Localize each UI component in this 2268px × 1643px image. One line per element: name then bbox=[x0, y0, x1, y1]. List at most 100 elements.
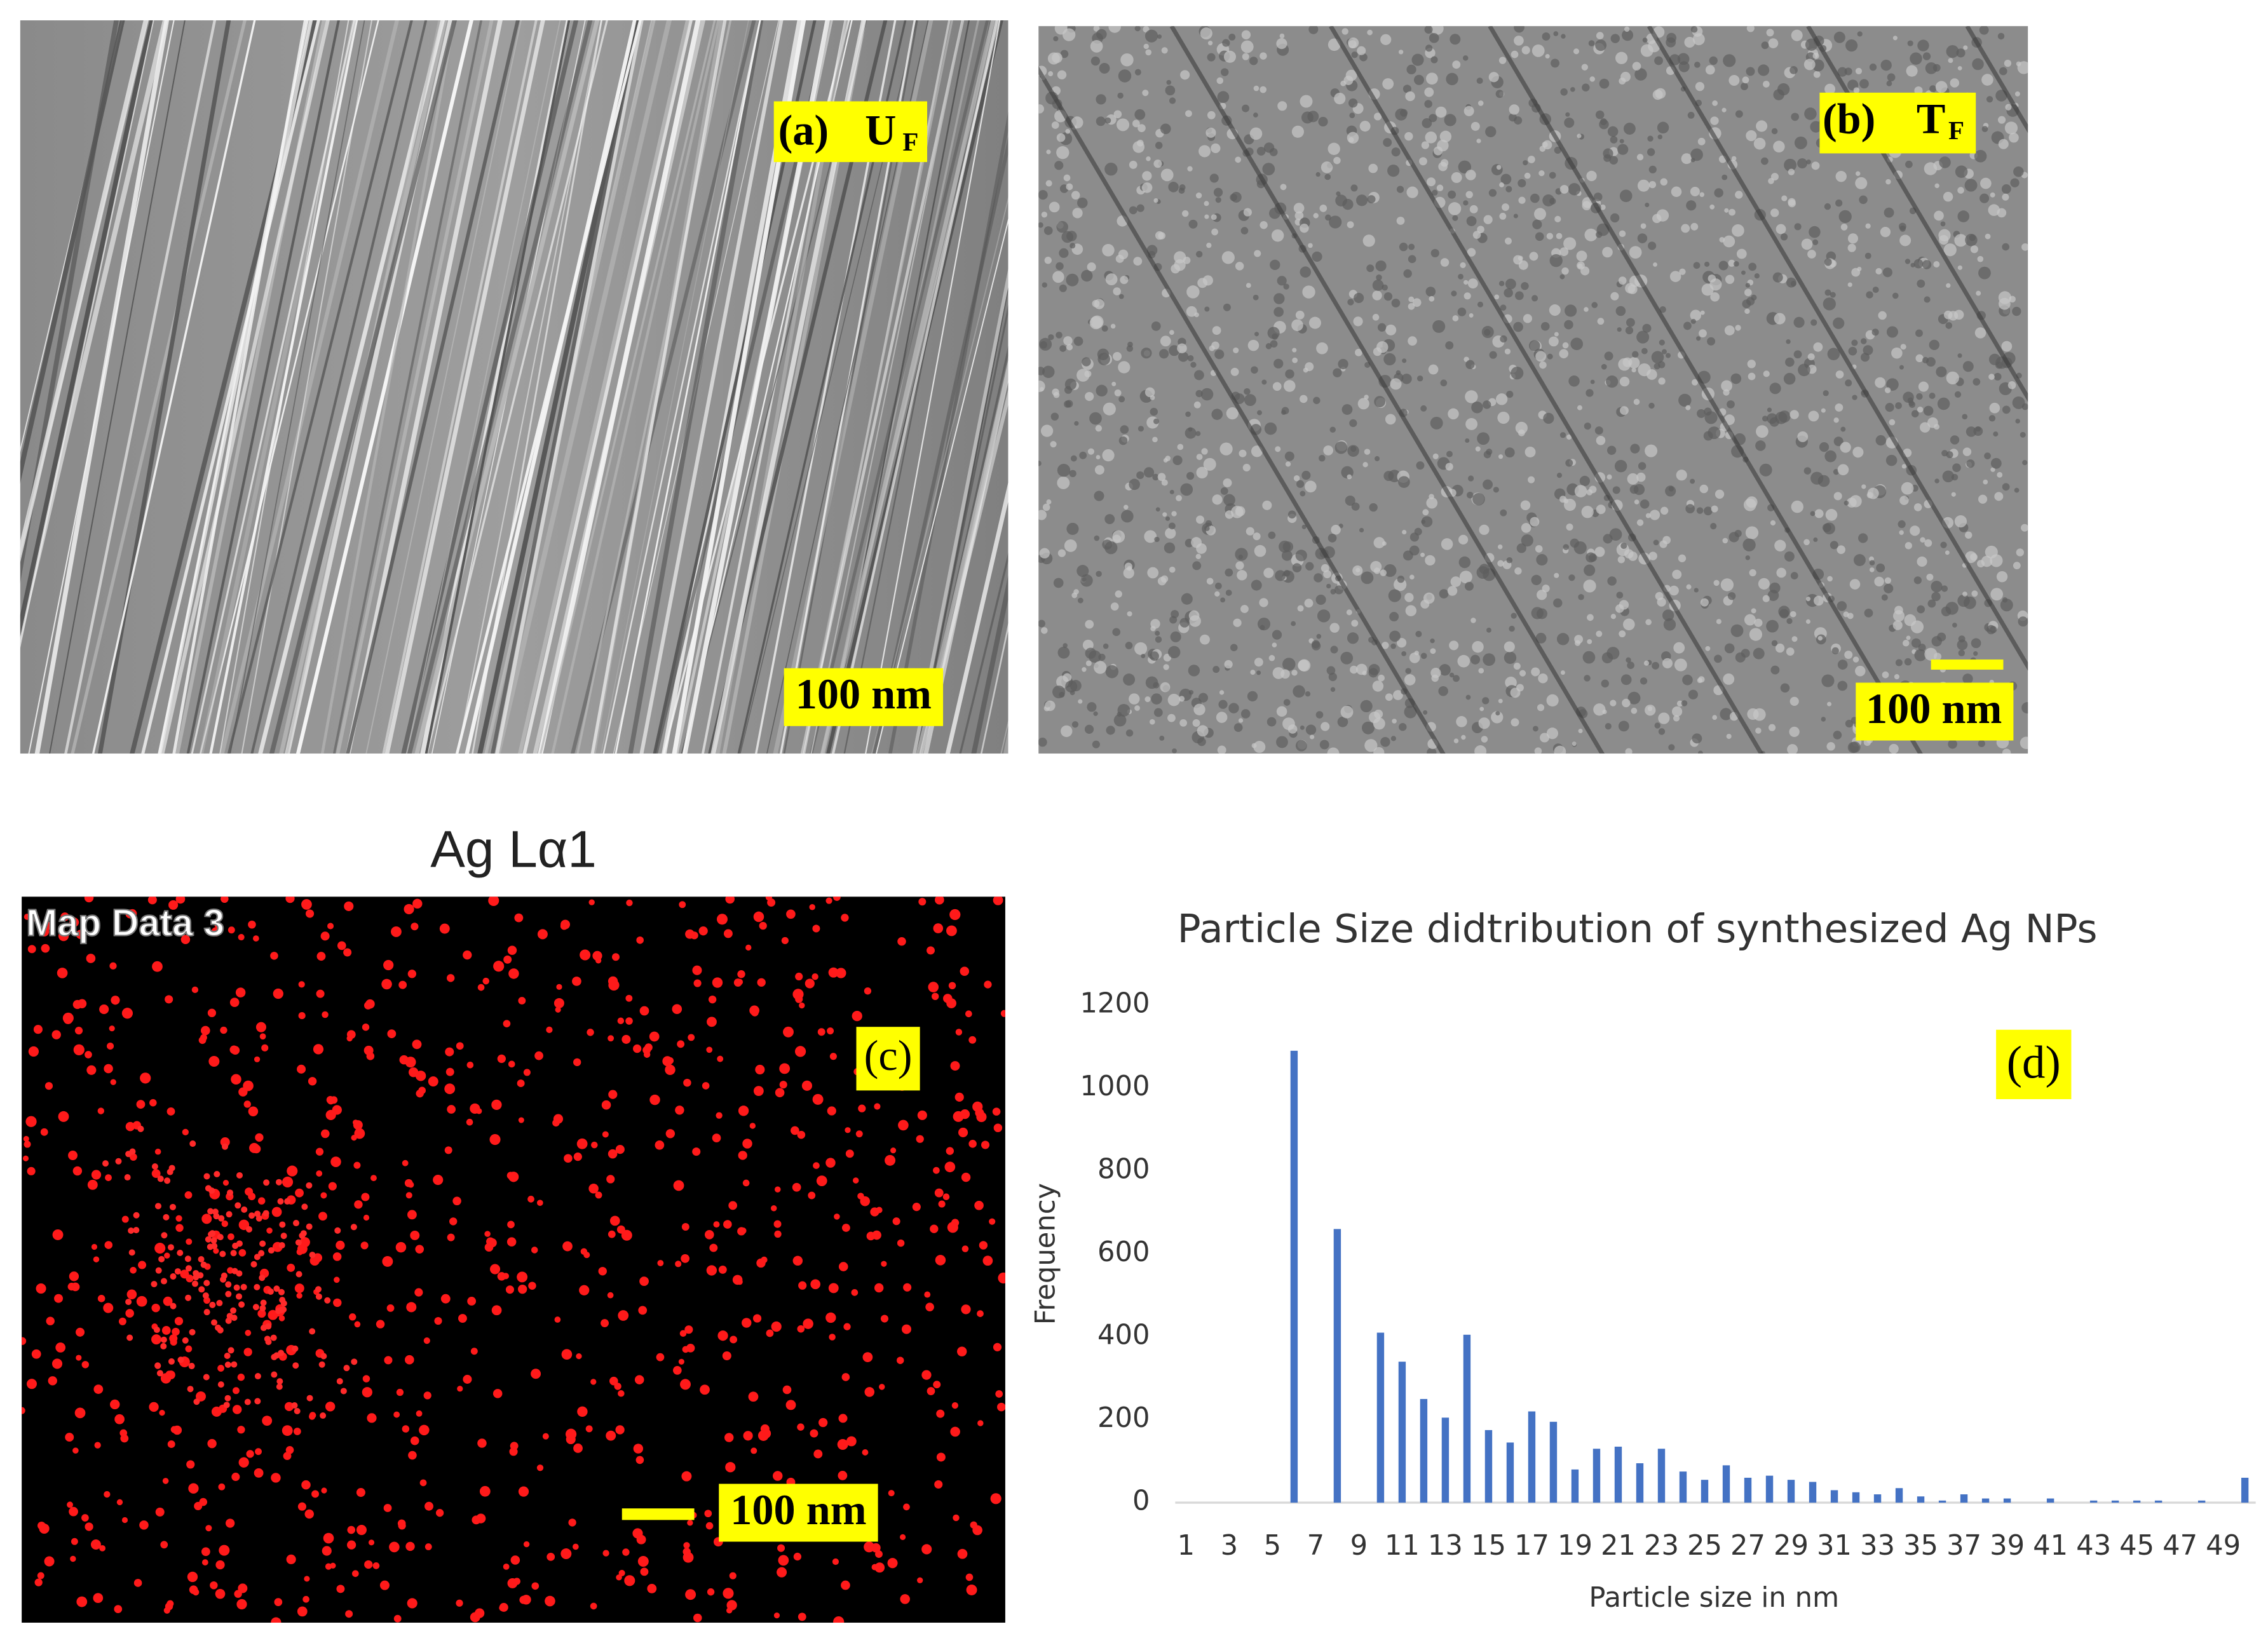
scale-bar-label: 100 nm bbox=[796, 670, 932, 718]
grain bbox=[1943, 310, 1953, 320]
grain bbox=[1593, 193, 1603, 201]
dot bbox=[205, 1236, 212, 1243]
dot bbox=[475, 1608, 485, 1618]
dot bbox=[85, 1051, 92, 1058]
grain bbox=[1511, 718, 1519, 727]
grain bbox=[1605, 723, 1612, 730]
grain bbox=[1584, 228, 1598, 241]
dot bbox=[757, 1430, 769, 1441]
dot bbox=[193, 1274, 200, 1281]
grain bbox=[1845, 39, 1858, 52]
x-tick-label: 39 bbox=[1990, 1530, 2025, 1562]
grain bbox=[1766, 619, 1779, 633]
grain bbox=[1042, 503, 1050, 511]
grain bbox=[1511, 367, 1524, 380]
dot bbox=[277, 1198, 284, 1205]
grain bbox=[1704, 411, 1718, 424]
grain bbox=[1040, 424, 1054, 437]
grain bbox=[1724, 208, 1729, 213]
grain bbox=[1663, 618, 1676, 631]
grain bbox=[1565, 459, 1573, 467]
grain bbox=[1673, 715, 1680, 722]
grain bbox=[1340, 705, 1354, 719]
grain bbox=[1769, 582, 1781, 594]
grain bbox=[1586, 389, 1594, 397]
grain bbox=[1622, 29, 1634, 41]
grain bbox=[1280, 669, 1290, 679]
dot bbox=[948, 982, 956, 990]
grain bbox=[1995, 361, 2003, 369]
grain bbox=[1457, 654, 1470, 668]
dot bbox=[76, 930, 86, 939]
grain bbox=[1640, 44, 1653, 57]
dot bbox=[730, 1335, 738, 1344]
dot bbox=[298, 981, 305, 988]
grain bbox=[1089, 316, 1103, 330]
streak bbox=[241, 20, 373, 754]
dot bbox=[953, 1514, 960, 1522]
dot bbox=[874, 1562, 885, 1573]
streak bbox=[551, 20, 720, 754]
grain bbox=[1416, 461, 1425, 470]
dot bbox=[109, 1025, 115, 1032]
grain bbox=[1805, 597, 1811, 602]
dot bbox=[294, 1428, 301, 1435]
grain bbox=[1760, 157, 1769, 165]
dot bbox=[77, 999, 87, 1008]
dot bbox=[647, 1583, 657, 1593]
streak bbox=[576, 20, 732, 754]
grain bbox=[1745, 526, 1759, 539]
grain bbox=[1241, 30, 1251, 40]
bar bbox=[1679, 1471, 1687, 1503]
grain bbox=[1196, 466, 1208, 479]
dot bbox=[261, 1044, 269, 1051]
grain bbox=[1824, 258, 1832, 266]
streak bbox=[384, 20, 545, 754]
grain bbox=[1155, 231, 1164, 240]
grain bbox=[1704, 506, 1713, 516]
dot bbox=[879, 1384, 885, 1390]
grain bbox=[1453, 738, 1459, 743]
dot bbox=[700, 1384, 710, 1395]
grain bbox=[1994, 492, 2004, 501]
grain bbox=[1724, 643, 1735, 654]
grain bbox=[1885, 403, 1894, 412]
dot bbox=[846, 1436, 857, 1447]
grain bbox=[1640, 677, 1648, 685]
dot bbox=[568, 1518, 576, 1527]
grain bbox=[1669, 585, 1679, 596]
dot bbox=[692, 965, 702, 975]
dot bbox=[825, 897, 832, 904]
grain bbox=[1458, 556, 1471, 569]
dot bbox=[993, 1123, 1003, 1132]
dot bbox=[434, 1316, 442, 1325]
grain bbox=[1155, 630, 1160, 636]
grain bbox=[1465, 170, 1476, 180]
grain bbox=[1257, 618, 1271, 631]
grain bbox=[1082, 577, 1087, 582]
dot bbox=[880, 1315, 889, 1323]
grain bbox=[1056, 332, 1063, 339]
grain bbox=[1251, 743, 1257, 748]
grain bbox=[1351, 502, 1360, 511]
grain bbox=[1211, 214, 1217, 220]
grain bbox=[1964, 179, 1978, 192]
dot bbox=[231, 1074, 241, 1085]
grain bbox=[1103, 643, 1109, 649]
grain bbox=[1776, 567, 1786, 578]
dot bbox=[702, 1082, 710, 1090]
dot bbox=[36, 1283, 46, 1294]
grain bbox=[1710, 292, 1720, 302]
grain bbox=[1094, 535, 1100, 541]
grain bbox=[1812, 59, 1824, 72]
dot bbox=[157, 1175, 164, 1182]
grain bbox=[1300, 224, 1309, 233]
dot bbox=[226, 1211, 233, 1218]
grain bbox=[1319, 740, 1329, 750]
grain bbox=[1120, 53, 1134, 67]
bar bbox=[1938, 1500, 1946, 1503]
grain bbox=[1153, 708, 1163, 717]
grain bbox=[1059, 691, 1065, 698]
grain bbox=[1749, 569, 1756, 577]
